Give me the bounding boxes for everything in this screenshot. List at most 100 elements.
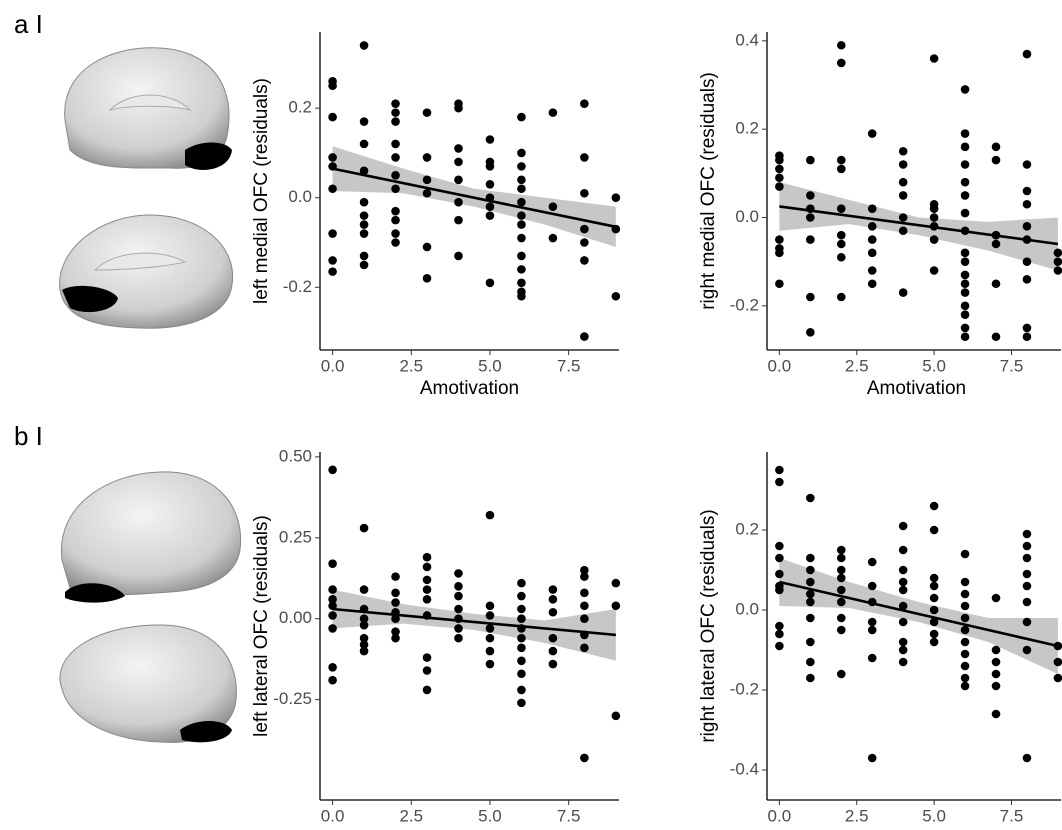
data-point <box>517 669 526 679</box>
data-point <box>485 633 495 643</box>
data-point <box>775 235 784 244</box>
data-point <box>580 614 589 624</box>
data-point <box>775 621 784 631</box>
data-point <box>960 288 970 297</box>
data-point <box>328 184 337 194</box>
data-point <box>422 274 432 283</box>
data-point <box>1053 673 1062 683</box>
y-axis-label: left medial OFC (residuals) <box>251 78 272 304</box>
data-point <box>548 108 558 117</box>
data-point <box>806 328 815 337</box>
data-point <box>836 669 846 679</box>
data-point <box>775 569 784 579</box>
confidence-band <box>779 558 1058 674</box>
data-point <box>991 709 1001 719</box>
data-point <box>960 661 970 671</box>
data-point <box>1022 529 1032 539</box>
data-point <box>485 611 495 620</box>
data-point <box>580 753 589 763</box>
x-tick-label: 7.5 <box>1000 356 1024 375</box>
data-point <box>485 278 495 288</box>
data-point <box>1022 753 1032 763</box>
data-point <box>517 112 526 122</box>
data-point <box>836 292 846 302</box>
panel-label: b I <box>14 421 43 451</box>
regression-line <box>779 205 1059 246</box>
data-point <box>898 226 908 236</box>
data-point <box>929 581 939 591</box>
data-point <box>517 220 526 229</box>
data-point <box>391 572 400 581</box>
data-point <box>328 267 337 276</box>
data-point <box>517 265 526 274</box>
data-point <box>580 256 589 265</box>
data-point <box>775 248 784 258</box>
data-point <box>806 613 815 623</box>
data-point <box>929 593 939 603</box>
data-point <box>806 553 815 563</box>
data-point <box>454 604 463 614</box>
data-point <box>775 477 784 487</box>
x-axis-label: Amotivation <box>867 378 966 399</box>
x-tick-label: 2.5 <box>845 356 869 375</box>
data-point <box>867 653 877 663</box>
data-point <box>898 160 908 169</box>
data-point <box>391 598 400 607</box>
data-point <box>1022 323 1032 333</box>
data-point <box>991 681 1001 691</box>
data-point <box>328 465 337 475</box>
data-point <box>454 157 463 167</box>
data-point <box>485 162 495 171</box>
data-point <box>898 657 908 667</box>
data-point <box>960 332 970 342</box>
y-tick-label: -0.2 <box>283 277 312 296</box>
brain-lateral-right <box>60 471 242 603</box>
data-point <box>898 585 908 595</box>
data-point <box>548 202 558 211</box>
data-point <box>991 155 1001 165</box>
data-point <box>422 188 432 198</box>
data-point <box>960 142 970 152</box>
data-point <box>328 675 337 685</box>
data-point <box>611 711 621 721</box>
data-point <box>775 585 784 595</box>
data-point <box>454 591 463 601</box>
data-point <box>359 166 369 176</box>
data-point <box>960 248 970 258</box>
regression-line <box>332 167 617 229</box>
data-point <box>485 624 495 633</box>
data-point <box>485 646 495 656</box>
data-point <box>517 148 526 158</box>
data-point <box>422 175 432 185</box>
data-point <box>775 465 784 475</box>
data-point <box>517 633 526 643</box>
data-point <box>929 573 939 583</box>
data-point <box>359 646 369 656</box>
data-point <box>485 510 495 520</box>
data-point <box>359 117 369 126</box>
data-point <box>422 585 432 594</box>
data-point <box>454 569 463 578</box>
x-tick-label: 7.5 <box>1000 806 1024 825</box>
data-point <box>391 206 400 216</box>
data-point <box>836 553 846 563</box>
data-point <box>517 211 526 220</box>
data-point <box>806 589 815 599</box>
data-point <box>548 607 558 617</box>
data-point <box>328 594 337 604</box>
data-point <box>836 155 846 165</box>
data-point <box>775 173 784 183</box>
data-point <box>328 229 337 238</box>
data-point <box>806 673 815 683</box>
data-point <box>867 266 877 275</box>
data-point <box>391 171 400 180</box>
data-point <box>328 153 337 162</box>
data-point <box>454 624 463 633</box>
data-point <box>580 588 589 598</box>
data-point <box>454 582 463 591</box>
data-point <box>836 573 846 583</box>
data-point <box>836 40 846 50</box>
data-point <box>359 197 369 207</box>
data-point <box>517 184 526 194</box>
data-point <box>359 139 369 149</box>
